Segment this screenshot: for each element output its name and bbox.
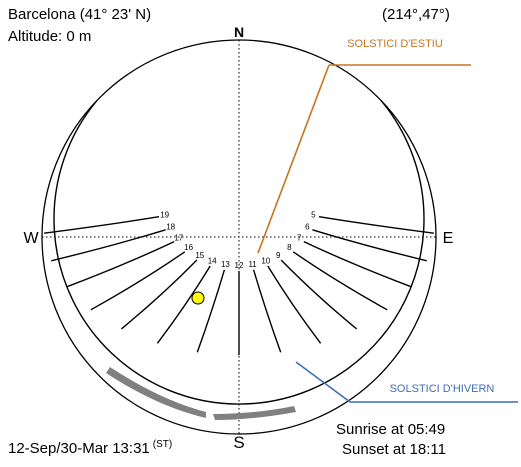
date-time-value: 12-Sep/30-Mar 13:31 (8, 440, 150, 457)
sun-position-readout: (214°,47°) (382, 6, 450, 23)
hour-line-8 (292, 251, 388, 311)
hour-line-5 (318, 216, 434, 234)
summer-solstice-label: SOLSTICI D'ESTIU (347, 38, 443, 50)
hour-line-10 (267, 265, 322, 344)
hour-line-11 (252, 269, 282, 353)
date-time-label: 12-Sep/30-Mar 13:31 (ST) (8, 439, 173, 457)
daily-arc-2 (53, 100, 425, 405)
hour-label-10: 10 (261, 256, 270, 265)
sunset-label: Sunset at 18:11 (342, 441, 446, 458)
hour-label-11: 11 (248, 260, 257, 269)
compass-east: E (443, 230, 454, 247)
hour-line-16 (90, 251, 186, 311)
hour-label-17: 17 (174, 234, 183, 243)
obstruction-arc-left (106, 367, 206, 418)
hour-label-16: 16 (184, 243, 193, 252)
hour-line-18 (51, 229, 166, 262)
sun-marker (191, 291, 205, 305)
hour-label-8: 8 (287, 243, 292, 252)
sunrise-label: Sunrise at 05:49 (336, 421, 446, 438)
winter-solstice-label: SOLSTICI D'HIVERN (390, 383, 495, 395)
hour-line-6 (312, 229, 427, 262)
hour-line-7 (303, 240, 412, 288)
hour-line-9 (280, 259, 358, 330)
hour-line-17 (66, 240, 175, 288)
hour-label-14: 14 (208, 256, 217, 265)
compass-west: W (23, 230, 39, 247)
compass-north: N (234, 24, 244, 40)
hour-label-13: 13 (221, 260, 230, 269)
hour-line-19 (44, 216, 160, 234)
winter-solstice-callout: SOLSTICI D'HIVERN (295, 361, 518, 403)
compass-south: S (233, 433, 244, 452)
hour-label-6: 6 (305, 223, 310, 232)
hour-label-18: 18 (166, 223, 175, 232)
hour-label-5: 5 (311, 210, 316, 219)
hour-label-12: 12 (235, 261, 244, 270)
hour-line-15 (120, 259, 198, 330)
hour-label-15: 15 (195, 251, 204, 260)
hour-label-19: 19 (160, 210, 169, 219)
summer-solstice-callout: SOLSTICI D'ESTIU (257, 38, 471, 254)
altitude-label: Altitude: 0 m (8, 28, 92, 45)
location-label: Barcelona (41° 23' N) (8, 6, 152, 23)
hour-line-13 (196, 269, 226, 353)
sun-path-grid (44, 100, 434, 405)
hour-line-14 (156, 265, 211, 344)
hour-label-7: 7 (297, 234, 302, 243)
hour-label-9: 9 (276, 251, 281, 260)
obstruction-arc-right (213, 406, 296, 420)
time-basis-label: (ST) (152, 439, 173, 450)
